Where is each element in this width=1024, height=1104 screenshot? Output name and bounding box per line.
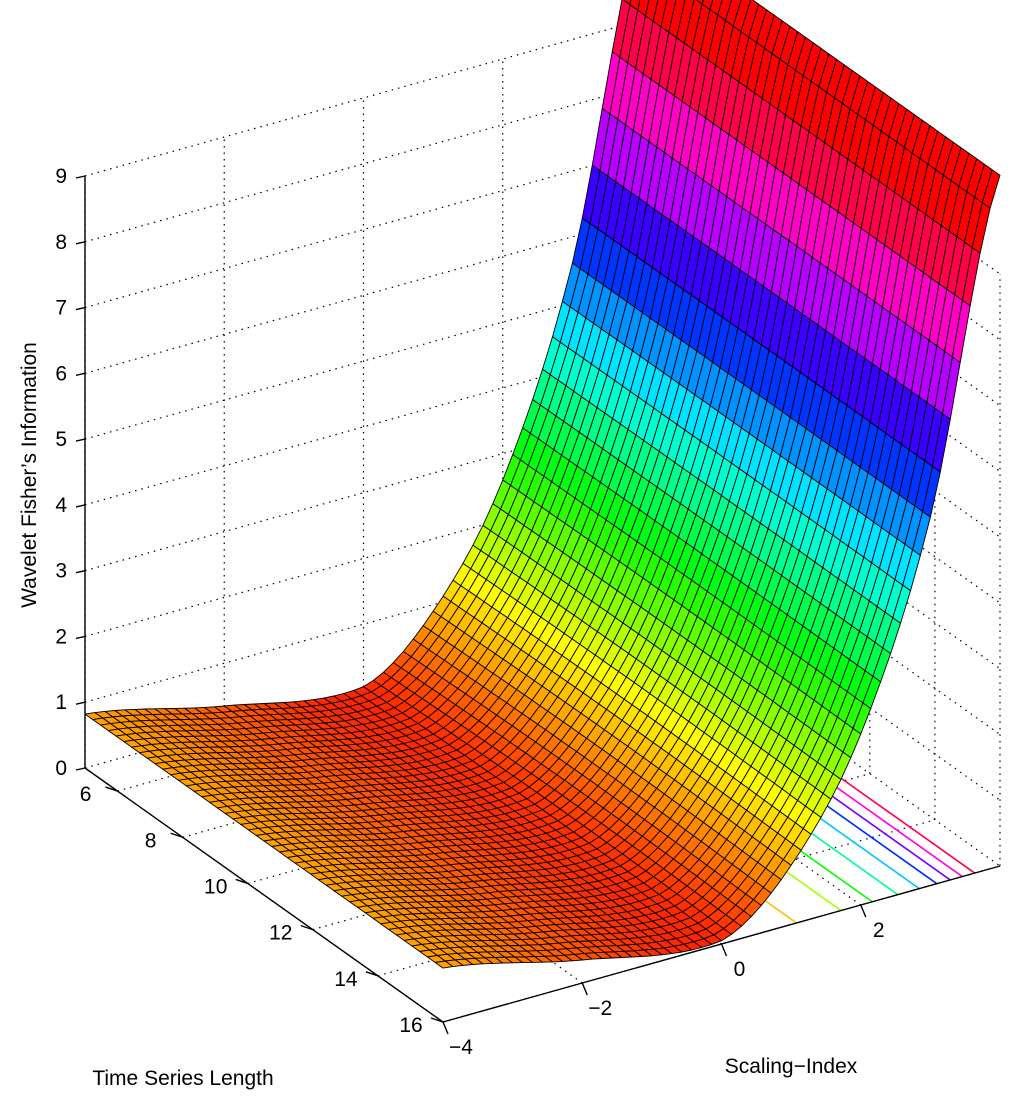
- x-tick-mark: [860, 904, 867, 918]
- z-axis-label: Wavelet Fisher’s Information: [18, 342, 41, 608]
- z-tick-label: 9: [55, 165, 67, 188]
- z-tick-label: 6: [55, 362, 67, 385]
- z-tick-mark: [75, 767, 86, 771]
- x-tick-label: −2: [588, 997, 612, 1020]
- surface-mesh: [84, 0, 1001, 969]
- x-axis-label: Scaling−Index: [725, 1055, 858, 1078]
- z-tick-mark: [75, 241, 86, 245]
- y-tick-label: 10: [204, 875, 227, 898]
- z-tick-label: 4: [55, 494, 67, 517]
- y-tick-mark: [430, 1017, 444, 1023]
- z-tick-mark: [75, 569, 86, 574]
- z-tick-label: 2: [55, 625, 67, 648]
- y-tick-mark: [300, 924, 314, 931]
- z-tick-mark: [75, 175, 86, 179]
- x-tick-mark: [720, 943, 728, 957]
- grid-line-z: [84, 611, 1001, 867]
- z-tick-mark: [75, 438, 86, 442]
- x-tick-mark: [442, 1021, 449, 1035]
- z-tick-mark: [75, 504, 86, 508]
- x-tick-label: 0: [734, 958, 746, 981]
- x-tick-label: −4: [449, 1036, 473, 1059]
- y-tick-mark: [365, 971, 379, 977]
- z-tick-mark: [75, 372, 86, 377]
- z-tick-label: 8: [55, 231, 67, 254]
- y-axis-line: [84, 767, 444, 1023]
- y-tick-mark: [170, 832, 183, 838]
- x-tick-mark: [581, 982, 588, 996]
- z-tick-mark: [75, 635, 86, 640]
- x-tick-label: 2: [873, 919, 885, 942]
- z-tick-label: 5: [55, 428, 67, 451]
- z-tick-label: 1: [55, 691, 67, 714]
- y-tick-label: 6: [80, 783, 92, 806]
- y-axis-label: Time Series Length: [92, 1067, 273, 1090]
- z-tick-label: 7: [55, 297, 67, 320]
- y-tick-label: 14: [334, 968, 358, 991]
- y-tick-label: 12: [269, 922, 292, 945]
- y-tick-label: 16: [399, 1014, 422, 1037]
- y-tick-mark: [105, 786, 118, 792]
- z-tick-mark: [75, 701, 86, 705]
- z-tick-mark: [75, 306, 86, 311]
- surface-patch: [434, 960, 454, 969]
- z-tick-label: 0: [55, 757, 67, 780]
- z-tick-label: 3: [55, 560, 67, 583]
- y-tick-mark: [235, 878, 248, 885]
- y-tick-label: 8: [145, 829, 157, 852]
- grid-line-z: [84, 545, 1001, 801]
